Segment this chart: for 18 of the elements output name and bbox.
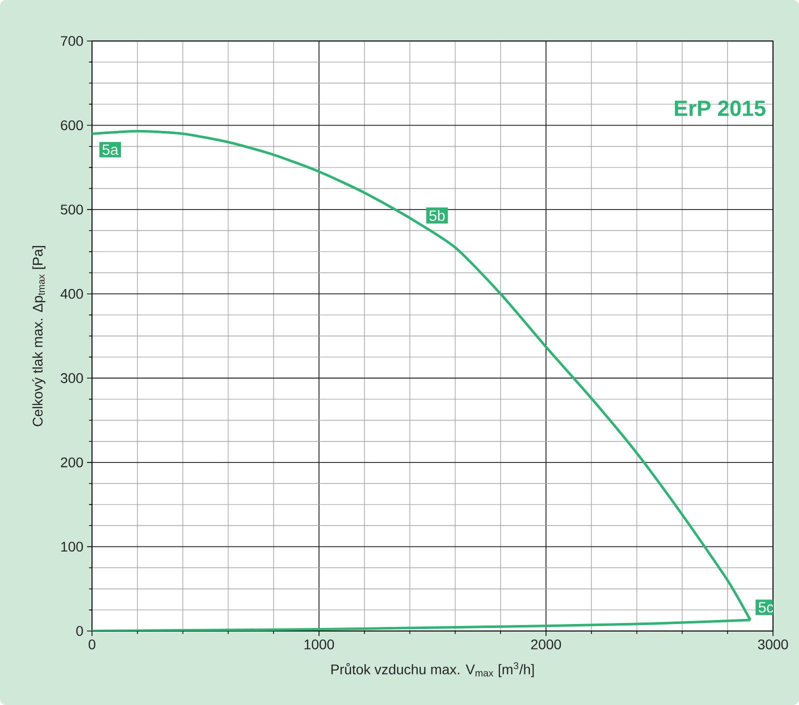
y-tick-label: 600 — [60, 120, 83, 130]
annotation: 5c — [758, 602, 774, 613]
y-tick-label: 0 — [76, 626, 83, 636]
y-tick-label: 500 — [60, 204, 83, 214]
annotation: 5a — [102, 144, 118, 155]
annotation: 5b — [429, 210, 445, 221]
x-axis-title: Průtok vzduchu max. V$_{max}$ [m$^{3}$/h] — [331, 662, 534, 678]
y-axis-title: Celkový tlak max. Δp$_{tmax}$ [Pa] — [32, 246, 46, 426]
x-tick-label: 0 — [88, 639, 96, 650]
x-tick-label: 2000 — [531, 639, 561, 650]
y-tick-label: 400 — [60, 288, 83, 299]
x-tick-label: 1000 — [304, 639, 334, 650]
y-tick-label: 300 — [60, 373, 83, 384]
y-tick-label: 200 — [60, 457, 83, 468]
y-tick-label: 700 — [60, 36, 83, 46]
x-tick-label: 3000 — [758, 639, 788, 650]
y-tick-label: 100 — [61, 542, 83, 552]
annotation: ErP 2015 — [674, 100, 766, 116]
